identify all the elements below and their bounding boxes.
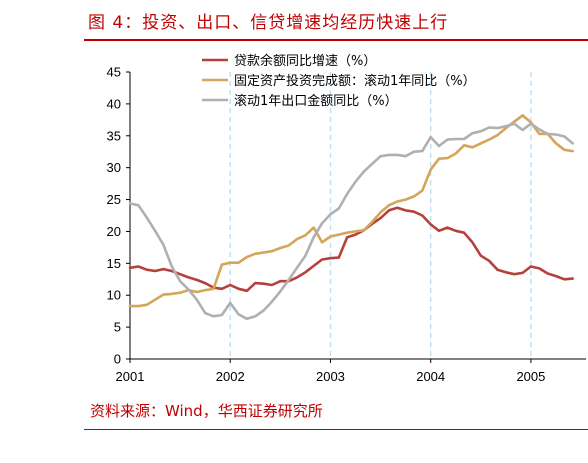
x-tick-label: 2001 bbox=[116, 369, 145, 384]
chart-legend: 贷款余额同比增速（%） 固定资产投资完成额：滚动1年同比（%） 滚动1年出口金额同比… bbox=[202, 53, 476, 109]
source-rule bbox=[84, 429, 588, 430]
series-line-3 bbox=[128, 122, 575, 321]
x-tick-label: 2004 bbox=[416, 369, 445, 384]
figure-title: 图 4：投资、出口、信贷增速均经历快速上行 bbox=[88, 13, 449, 33]
legend-label-1: 贷款余额同比增速（%） bbox=[234, 53, 376, 69]
y-tick-label: 45 bbox=[107, 65, 121, 80]
legend-label-2: 固定资产投资完成额：滚动1年同比（%） bbox=[234, 73, 476, 89]
y-tick-label: 35 bbox=[107, 128, 121, 143]
source-note: 资料来源：Wind，华西证券研究所 bbox=[90, 402, 323, 420]
series-line-1 bbox=[128, 206, 575, 293]
y-tick-label: 0 bbox=[114, 352, 121, 367]
year-marker-lines bbox=[229, 72, 532, 359]
x-tick-label: 2005 bbox=[516, 369, 545, 384]
x-tick-label: 2003 bbox=[316, 369, 345, 384]
y-tick-label: 20 bbox=[107, 224, 121, 239]
legend-label-3: 滚动1年出口金额同比（%） bbox=[234, 93, 398, 109]
series-lines bbox=[128, 114, 575, 321]
x-tick-label: 2002 bbox=[216, 369, 245, 384]
y-tick-label: 5 bbox=[114, 320, 121, 335]
title-rule bbox=[84, 39, 588, 41]
y-tick-label: 25 bbox=[107, 192, 121, 207]
chart-axes: 0 5 10 15 20 25 30 35 40 45 2001 2002 2003 2004 2005 bbox=[107, 65, 586, 384]
y-tick-label: 30 bbox=[107, 160, 121, 175]
y-tick-label: 10 bbox=[107, 288, 121, 303]
series-line-2 bbox=[128, 114, 575, 308]
y-tick-label: 15 bbox=[107, 256, 121, 271]
y-tick-label: 40 bbox=[107, 96, 121, 111]
